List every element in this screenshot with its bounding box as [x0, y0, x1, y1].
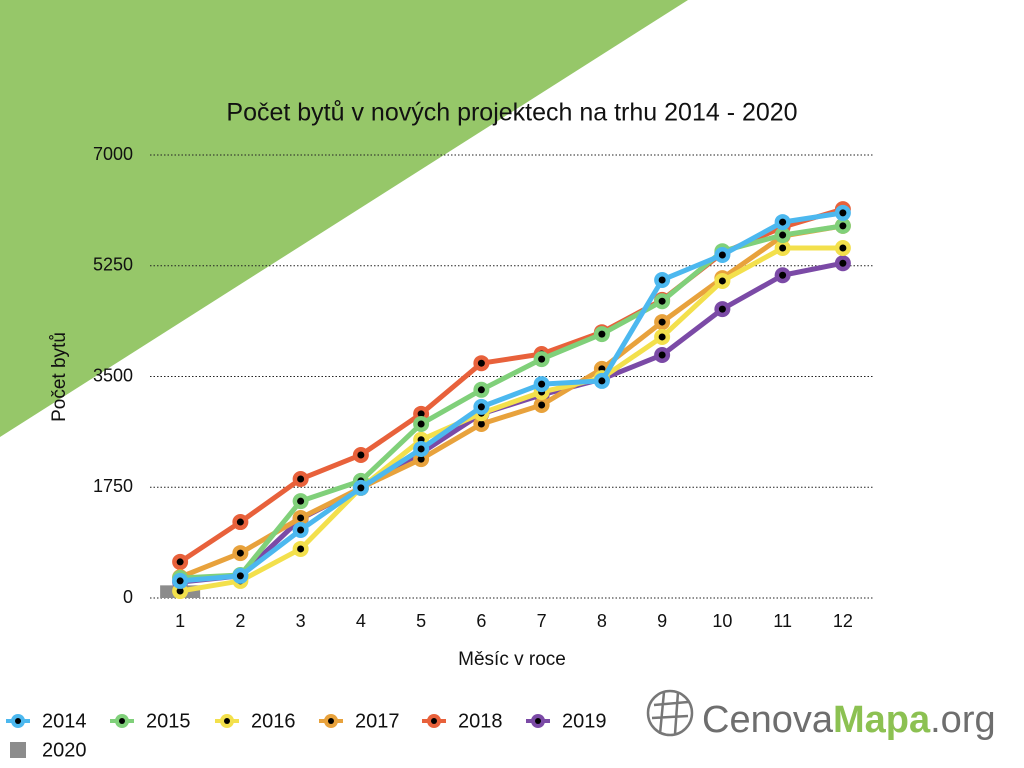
- point-dot: [417, 420, 425, 428]
- point-dot: [779, 218, 787, 226]
- point-dot: [538, 380, 546, 388]
- point-dot: [176, 558, 184, 566]
- point-dot: [718, 305, 726, 313]
- point-dot: [417, 445, 425, 453]
- point-dot: [417, 410, 425, 418]
- legend-marker-dot: [431, 718, 437, 724]
- point-dot: [297, 475, 305, 483]
- x-tick-label: 10: [712, 611, 732, 631]
- point-dot: [839, 259, 847, 267]
- x-tick-label: 12: [833, 611, 853, 631]
- point-dot: [236, 549, 244, 557]
- legend-marker-dot: [119, 718, 125, 724]
- y-axis-label: Počet bytů: [49, 332, 70, 422]
- point-dot: [236, 572, 244, 580]
- logo-text: CenovaMapa.org: [702, 699, 996, 741]
- x-tick-label: 7: [537, 611, 547, 631]
- chart-title: Počet bytů v nových projektech na trhu 2…: [226, 99, 797, 127]
- x-tick-label: 3: [296, 611, 306, 631]
- legend-label: 2016: [251, 710, 296, 732]
- point-dot: [598, 377, 606, 385]
- legend-marker: [10, 742, 26, 758]
- point-dot: [839, 209, 847, 217]
- y-tick-label: 7000: [93, 144, 133, 164]
- x-tick-label: 6: [476, 611, 486, 631]
- x-tick-label: 1: [175, 611, 185, 631]
- point-dot: [297, 526, 305, 534]
- point-dot: [538, 355, 546, 363]
- point-dot: [718, 251, 726, 259]
- point-dot: [658, 351, 666, 359]
- legend-marker-dot: [15, 718, 21, 724]
- legend-label: 2015: [146, 710, 191, 732]
- series-line: [179, 210, 844, 584]
- point-dot: [297, 497, 305, 505]
- logo-grid: [651, 691, 689, 735]
- point-dot: [658, 318, 666, 326]
- point-dot: [357, 451, 365, 459]
- point-dot: [417, 455, 425, 463]
- legend-marker-dot: [328, 718, 334, 724]
- point-dot: [839, 244, 847, 252]
- x-tick-label: 8: [597, 611, 607, 631]
- point-dot: [176, 587, 184, 595]
- x-tick-label: 11: [773, 611, 792, 631]
- point-dot: [658, 333, 666, 341]
- logo-part: Mapa: [833, 699, 931, 741]
- point-dot: [779, 231, 787, 239]
- point-dot: [297, 514, 305, 522]
- legend-label: 2017: [355, 710, 400, 732]
- point-dot: [538, 401, 546, 409]
- x-tick-label: 5: [416, 611, 426, 631]
- point-dot: [176, 577, 184, 585]
- logo-globe: [646, 689, 694, 737]
- logo: CenovaMapa.org: [646, 689, 996, 741]
- point-dot: [477, 386, 485, 394]
- point-dot: [297, 545, 305, 553]
- y-tick-label: 3500: [93, 365, 133, 385]
- legend-label: 2014: [42, 710, 87, 732]
- series-line: [179, 260, 844, 585]
- legend-marker-dot: [224, 718, 230, 724]
- legend-label: 2020: [42, 739, 87, 761]
- logo-part: Cenova: [702, 699, 834, 741]
- legend-marker-dot: [535, 718, 541, 724]
- point-dot: [477, 403, 485, 411]
- legend-label: 2018: [458, 710, 503, 732]
- point-dot: [779, 244, 787, 252]
- x-tick-label: 9: [657, 611, 667, 631]
- x-axis-label: Měsíc v roce: [458, 649, 566, 670]
- y-tick-label: 1750: [93, 476, 133, 496]
- x-tick-label: 2: [235, 611, 245, 631]
- series-line: [179, 223, 844, 580]
- background-triangle: [0, 0, 688, 437]
- point-dot: [779, 271, 787, 279]
- point-dot: [357, 484, 365, 492]
- point-dot: [236, 518, 244, 526]
- legend-label: 2019: [562, 710, 607, 732]
- point-dot: [718, 277, 726, 285]
- y-tick-label: 5250: [93, 255, 133, 275]
- logo-part: .org: [930, 699, 995, 741]
- point-dot: [839, 222, 847, 230]
- point-dot: [477, 359, 485, 367]
- point-dot: [598, 330, 606, 338]
- point-dot: [658, 276, 666, 284]
- y-tick-label: 0: [123, 587, 133, 607]
- point-dot: [658, 297, 666, 305]
- point-dot: [477, 420, 485, 428]
- series-line: [179, 245, 843, 594]
- x-tick-label: 4: [356, 611, 366, 631]
